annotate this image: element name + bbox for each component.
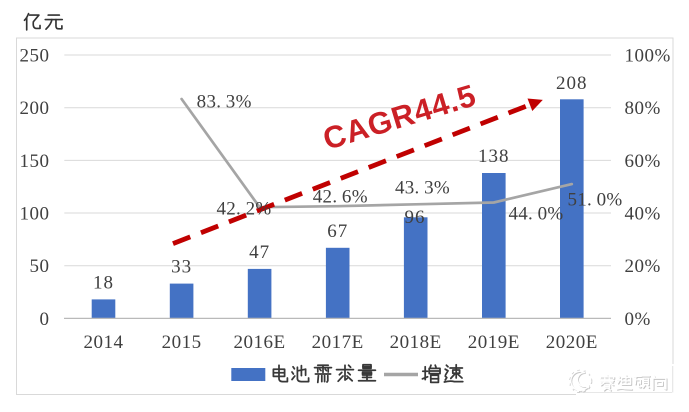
svg-text:100: 100 xyxy=(20,203,50,224)
svg-text:80%: 80% xyxy=(625,98,661,119)
svg-text:200: 200 xyxy=(20,98,50,119)
svg-text:18: 18 xyxy=(93,273,114,294)
svg-text:2014: 2014 xyxy=(84,332,124,353)
svg-text:47: 47 xyxy=(249,242,270,263)
svg-text:250: 250 xyxy=(20,45,50,66)
svg-text:96: 96 xyxy=(405,207,426,228)
svg-text:20%: 20% xyxy=(625,256,661,277)
svg-text:2016E: 2016E xyxy=(234,332,286,353)
svg-text:60%: 60% xyxy=(625,151,661,172)
svg-text:33: 33 xyxy=(171,257,192,278)
svg-text:2019E: 2019E xyxy=(468,332,520,353)
svg-text:2017E: 2017E xyxy=(312,332,364,353)
svg-text:0: 0 xyxy=(40,309,50,330)
svg-text:50: 50 xyxy=(30,256,50,277)
svg-text:138: 138 xyxy=(478,146,510,167)
svg-text:2015: 2015 xyxy=(162,332,202,353)
svg-text:100%: 100% xyxy=(625,45,671,66)
svg-text:2018E: 2018E xyxy=(390,332,442,353)
svg-text:0%: 0% xyxy=(625,309,651,330)
svg-text:150: 150 xyxy=(20,151,50,172)
svg-text:40%: 40% xyxy=(625,203,661,224)
svg-text:67: 67 xyxy=(327,221,348,242)
svg-text:208: 208 xyxy=(556,73,588,94)
svg-text:2020E: 2020E xyxy=(546,332,598,353)
